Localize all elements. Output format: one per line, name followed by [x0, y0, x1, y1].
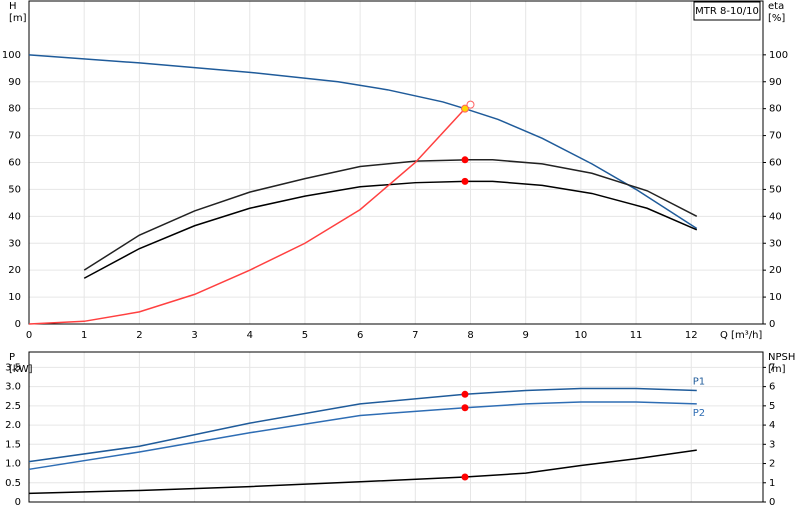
y2-tick-label: 40 [769, 211, 782, 222]
operating-point [461, 390, 469, 398]
x-tick-label: 5 [302, 330, 308, 341]
y2-tick-label: 3 [769, 439, 775, 450]
y2-tick-label: 100 [769, 50, 788, 61]
y-tick-label: 30 [8, 238, 21, 249]
x-tick-label: 9 [523, 330, 529, 341]
y-axis-label: H [9, 1, 17, 12]
x-tick-label: 11 [630, 330, 643, 341]
y-tick-label: 90 [8, 77, 21, 88]
curve [28, 449, 697, 495]
x-tick-label: 8 [467, 330, 473, 341]
curve-label: P2 [693, 408, 705, 419]
y2-axis-label: eta [768, 1, 784, 12]
y-tick-label: 40 [8, 211, 21, 222]
y-tick-label: 50 [8, 184, 21, 195]
curve [83, 180, 698, 279]
x-tick-label: 3 [191, 330, 197, 341]
y-tick-label: 0 [15, 319, 21, 330]
y2-tick-label: 20 [769, 265, 782, 276]
y-tick-label: 100 [2, 50, 21, 61]
y-axis-unit: [kW] [9, 364, 33, 375]
pump-label-box [693, 1, 761, 21]
x-tick-label: 0 [26, 330, 32, 341]
pump-label: MTR 8-10/10 [695, 6, 759, 17]
plot-frame [28, 351, 764, 503]
y-axis-unit: [m] [9, 13, 27, 24]
curve-label: P1 [693, 376, 705, 387]
y2-tick-label: 2 [769, 459, 775, 470]
y2-axis-label: NPSH [768, 352, 795, 363]
curve [28, 54, 698, 230]
y-tick-label: 0.5 [5, 478, 21, 489]
x-tick-label: 12 [685, 330, 698, 341]
x-tick-label: 1 [81, 330, 87, 341]
y2-tick-label: 80 [769, 104, 782, 115]
y-tick-label: 60 [8, 158, 21, 169]
y2-tick-label: 30 [769, 238, 782, 249]
x-axis-label: Q [m³/h] [720, 330, 762, 341]
y-tick-label: 2.0 [5, 420, 21, 431]
operating-point [461, 156, 469, 164]
y-tick-label: 20 [8, 265, 21, 276]
y-tick-label: 80 [8, 104, 21, 115]
x-tick-label: 10 [575, 330, 588, 341]
operating-point [461, 177, 469, 185]
y2-tick-label: 4 [769, 420, 775, 431]
x-tick-label: 2 [136, 330, 142, 341]
y2-tick-label: 6 [769, 382, 775, 393]
y-tick-label: 3.0 [5, 382, 21, 393]
x-tick-label: 4 [247, 330, 253, 341]
y2-tick-label: 0 [769, 497, 775, 508]
y2-tick-label: 0 [769, 319, 775, 330]
y2-tick-label: 5 [769, 401, 775, 412]
y2-tick-label: 50 [769, 184, 782, 195]
operating-point [461, 404, 469, 412]
curve [28, 401, 697, 471]
y2-tick-label: 90 [769, 77, 782, 88]
y2-tick-label: 1 [769, 478, 775, 489]
y2-tick-label: 10 [769, 292, 782, 303]
y2-tick-label: 7 [769, 362, 775, 373]
y-tick-label: 70 [8, 131, 21, 142]
y2-axis-unit: [%] [768, 13, 785, 24]
x-tick-label: 7 [412, 330, 418, 341]
y-axis-label: P [9, 352, 15, 363]
curve [28, 104, 471, 325]
y2-tick-label: 60 [769, 158, 782, 169]
y-tick-label: 1.5 [5, 439, 21, 450]
plot-frame [28, 0, 764, 325]
y-tick-label: 10 [8, 292, 21, 303]
y-tick-label: 2.5 [5, 401, 21, 412]
y-tick-label: 1.0 [5, 459, 21, 470]
curve [83, 159, 698, 271]
y2-axis-unit: [m] [768, 364, 786, 375]
y-tick-label: 0 [15, 497, 21, 508]
y2-tick-label: 70 [769, 131, 782, 142]
y-tick-label: 3.5 [5, 362, 21, 373]
operating-point [461, 473, 469, 481]
x-tick-label: 6 [357, 330, 363, 341]
operating-point [460, 104, 469, 113]
operating-point [466, 100, 475, 109]
